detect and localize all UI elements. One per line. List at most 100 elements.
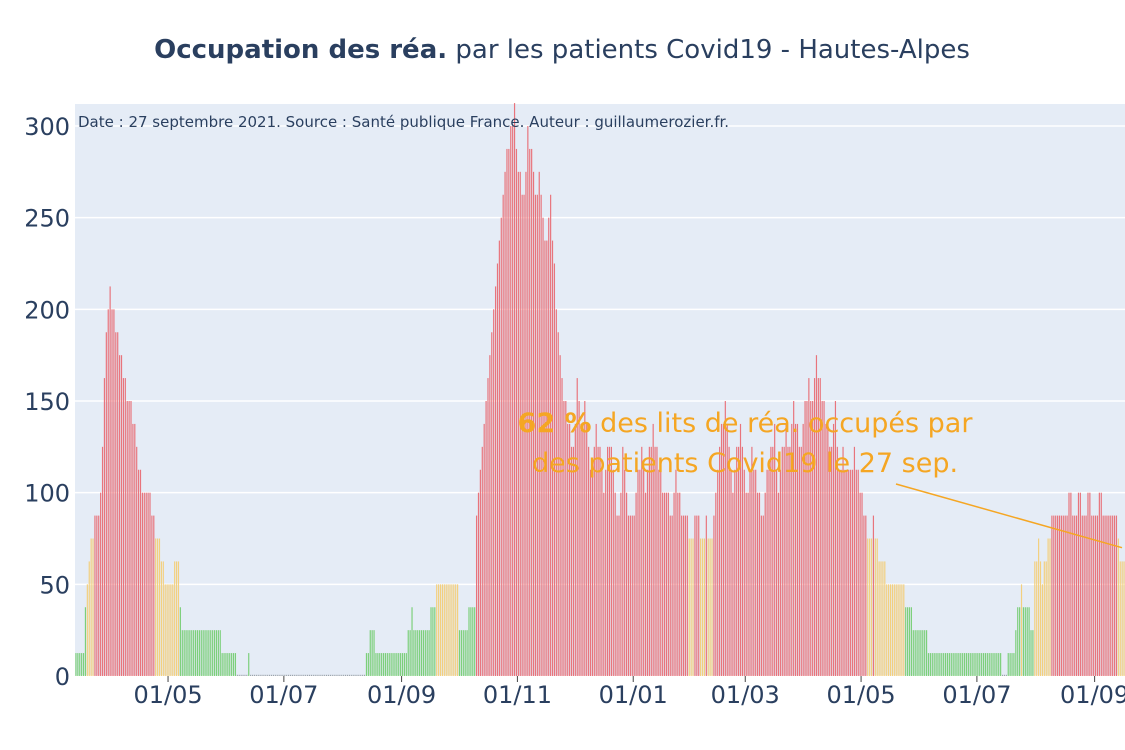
data-bar	[149, 492, 151, 676]
data-bar	[519, 171, 521, 676]
data-bar	[193, 630, 195, 676]
data-bar	[261, 674, 263, 676]
data-bar	[174, 561, 176, 676]
data-bar	[424, 630, 426, 676]
data-bar	[253, 674, 256, 676]
data-bar	[927, 653, 930, 676]
data-bar	[584, 401, 586, 676]
data-bar	[409, 630, 411, 676]
data-bar	[248, 653, 250, 676]
data-bar	[1047, 538, 1049, 676]
data-bar	[986, 653, 988, 676]
data-bar	[263, 674, 265, 676]
data-bar	[316, 674, 318, 676]
data-bar	[517, 171, 519, 676]
data-bar	[848, 469, 850, 676]
data-bar	[1036, 561, 1038, 676]
data-bar	[595, 423, 597, 676]
data-bar	[208, 630, 210, 676]
chart-title-bold: Occupation des réa.	[154, 35, 447, 65]
data-bar	[793, 401, 795, 676]
data-bar	[1041, 584, 1043, 676]
data-bar	[124, 378, 126, 676]
data-bar	[194, 630, 197, 676]
data-bar	[164, 584, 166, 676]
data-bar	[1091, 515, 1093, 676]
data-bar	[293, 674, 295, 676]
data-bar	[722, 423, 725, 676]
data-bar	[329, 674, 331, 676]
data-bar	[851, 469, 854, 676]
data-bar	[644, 492, 647, 676]
data-bar	[223, 653, 225, 676]
data-bar	[181, 630, 183, 676]
x-tick-label: 01/05	[826, 681, 895, 709]
bars	[75, 103, 1125, 677]
data-bar	[954, 653, 956, 676]
data-bar	[1026, 607, 1028, 676]
data-bar	[593, 446, 595, 676]
data-bar	[779, 469, 781, 676]
data-bar	[403, 653, 406, 676]
data-bar	[616, 515, 618, 676]
data-bar	[629, 515, 631, 676]
data-bar	[675, 469, 677, 676]
data-bar	[493, 309, 495, 676]
data-bar	[641, 446, 643, 676]
data-bar	[760, 515, 762, 676]
data-bar	[107, 309, 109, 676]
annotation-percent: 62 %	[518, 408, 592, 439]
data-bar	[832, 423, 835, 676]
data-bar	[236, 674, 238, 676]
y-tick-label: 150	[24, 388, 70, 416]
data-bar	[569, 423, 571, 676]
data-bar	[561, 378, 563, 676]
data-bar	[753, 469, 755, 676]
data-bar	[901, 584, 903, 676]
data-bar	[1005, 674, 1007, 676]
data-bar	[92, 538, 94, 676]
data-bar	[775, 469, 778, 676]
data-bar	[498, 240, 500, 676]
data-bar	[673, 492, 675, 676]
data-bar	[464, 630, 466, 676]
data-bar	[895, 584, 897, 676]
data-bar	[831, 446, 833, 676]
data-bar	[217, 630, 219, 676]
data-bar	[787, 446, 789, 676]
data-bar	[996, 653, 998, 676]
data-bar	[838, 469, 840, 676]
data-bar	[679, 492, 681, 676]
data-bar	[924, 630, 926, 676]
data-bar	[914, 630, 916, 676]
data-bar	[250, 674, 252, 676]
data-bar	[510, 126, 512, 676]
data-bar	[1106, 515, 1108, 676]
data-bar	[1024, 607, 1026, 676]
data-bar	[612, 469, 614, 676]
data-bar	[502, 194, 504, 676]
data-bar	[815, 355, 818, 676]
data-bar	[358, 674, 360, 676]
data-bar	[918, 630, 920, 676]
data-bar	[411, 607, 413, 676]
data-bar	[1015, 630, 1017, 676]
data-bar	[360, 674, 362, 676]
data-bar	[823, 401, 825, 676]
data-bar	[428, 630, 430, 676]
data-bar	[532, 171, 535, 676]
data-bar	[736, 446, 738, 676]
data-bar	[982, 653, 985, 676]
data-bar	[531, 148, 533, 677]
data-bar	[1043, 561, 1045, 676]
data-bar	[392, 653, 394, 676]
data-bar	[973, 653, 975, 676]
data-bar	[1119, 561, 1121, 676]
data-bar	[138, 469, 140, 676]
data-bar	[86, 584, 88, 676]
data-bar	[1009, 653, 1011, 676]
data-bar	[960, 653, 962, 676]
data-bar	[834, 401, 837, 676]
data-bar	[643, 469, 645, 676]
data-bar	[282, 674, 284, 676]
